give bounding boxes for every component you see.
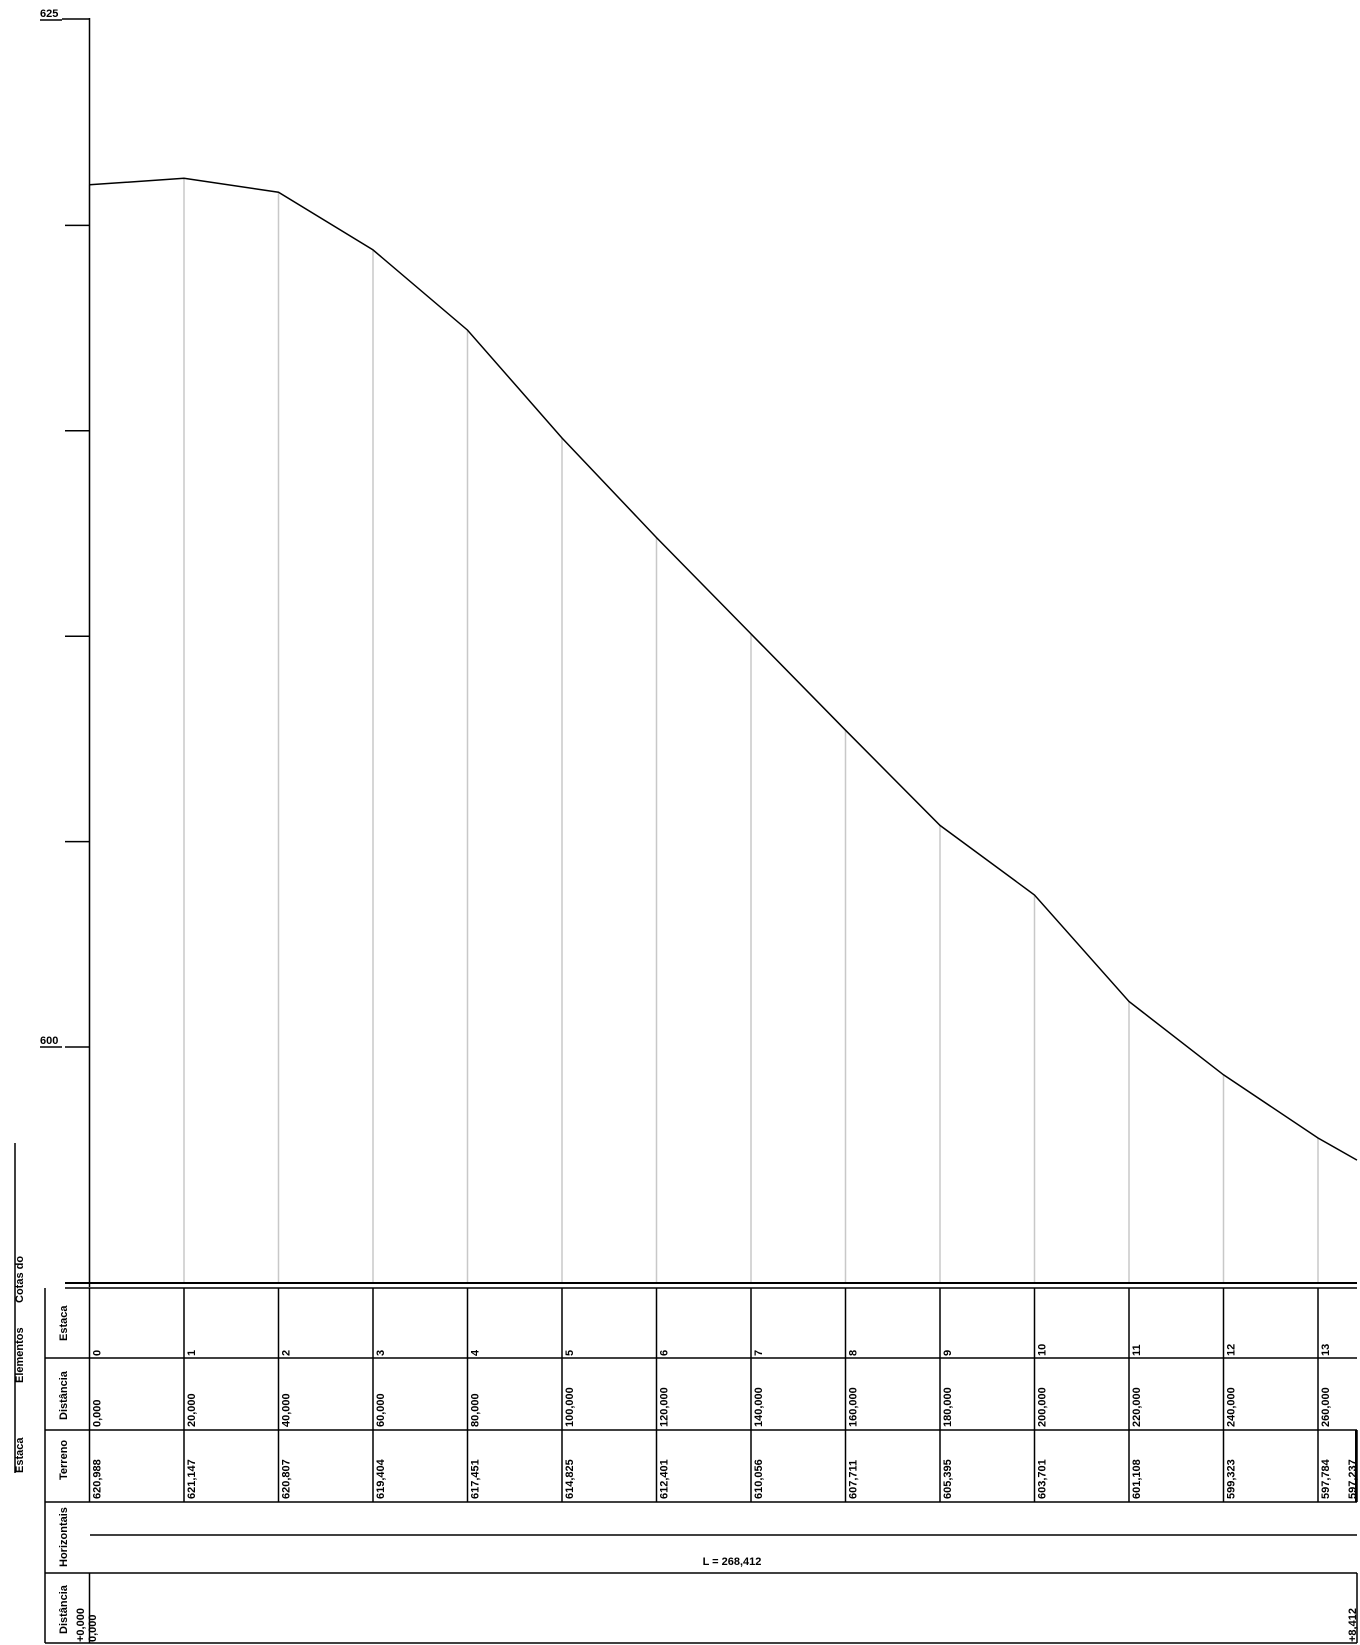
station-label: 9 — [942, 1350, 954, 1356]
station-label: 7 — [753, 1350, 765, 1356]
terrain-label: 614,825 — [564, 1459, 576, 1499]
row-header-terreno: Terreno — [58, 1440, 70, 1480]
station-label: 5 — [564, 1350, 576, 1356]
distance-label: 20,000 — [186, 1393, 198, 1427]
bottom-distance-end: +8,412 — [1347, 1608, 1359, 1642]
station-label: 1 — [186, 1350, 198, 1356]
terrain-profile-line — [89, 177, 1358, 1161]
station-label: 10 — [1037, 1344, 1049, 1356]
station-label: 12 — [1226, 1344, 1238, 1356]
distance-label: 240,000 — [1226, 1387, 1238, 1427]
terrain-label: 620,988 — [92, 1459, 104, 1499]
distance-label: 220,000 — [1131, 1387, 1143, 1427]
terrain-label: 603,701 — [1037, 1459, 1049, 1499]
terrain-label: 610,056 — [753, 1459, 765, 1499]
bottom-distance-start-bottom: 0,000 — [87, 1614, 99, 1642]
terrain-label: 617,451 — [470, 1459, 482, 1499]
station-labels: 0 1 2 3 4 5 6 7 8 9 10 11 12 13 — [92, 1344, 1333, 1356]
station-label: 11 — [1131, 1344, 1143, 1356]
terrain-label: 605,395 — [942, 1459, 954, 1499]
distance-label: 160,000 — [848, 1387, 860, 1427]
row-header-estaca: Estaca — [58, 1305, 70, 1341]
station-label: 4 — [470, 1349, 482, 1356]
table-frame — [14, 18, 1358, 1644]
terrain-label: 597,784 — [1320, 1458, 1332, 1499]
terrain-label: 612,401 — [659, 1459, 671, 1499]
distance-labels: 0,000 20,000 40,000 60,000 80,000 100,000 120,… — [92, 1387, 1333, 1427]
distance-label: 80,000 — [470, 1393, 482, 1427]
horizontal-length-label: L = 268,412 — [703, 1556, 762, 1568]
station-label: 0 — [92, 1350, 104, 1356]
station-label: 6 — [659, 1350, 671, 1356]
distance-label: 140,000 — [753, 1387, 765, 1427]
y-label-bottom: 600 — [40, 1035, 58, 1047]
station-gridlines — [88, 178, 1357, 1643]
terrain-label: 601,108 — [1131, 1459, 1143, 1499]
terrain-label: 607,711 — [848, 1460, 860, 1499]
row-header-distancia-2: Distância — [58, 1584, 70, 1634]
distance-label: 120,000 — [659, 1387, 671, 1427]
distance-label: 100,000 — [564, 1387, 576, 1427]
legend-elementos: Elementos — [14, 1327, 26, 1383]
distance-label: 260,000 — [1320, 1387, 1332, 1427]
terrain-label: 619,404 — [375, 1458, 387, 1499]
row-header-horizontais: Horizontais — [58, 1507, 70, 1567]
terrain-label: 599,323 — [1226, 1459, 1238, 1499]
bottom-distance-start-top: +0,000 — [75, 1608, 87, 1642]
terrain-labels: 620,988 621,147 620,807 619,404 617,451 614,8… — [92, 1458, 1360, 1499]
legend-cotas-do: Cotas do — [14, 1256, 26, 1303]
terrain-label: 597,237 — [1347, 1459, 1359, 1499]
terrain-label: 621,147 — [186, 1459, 198, 1499]
distance-label: 0,000 — [92, 1399, 104, 1427]
station-label: 13 — [1320, 1344, 1332, 1356]
terrain-label: 620,807 — [281, 1459, 293, 1499]
distance-label: 180,000 — [942, 1387, 954, 1427]
station-label: 2 — [281, 1350, 293, 1356]
row-header-distancia: Distância — [58, 1370, 70, 1420]
y-label-top: 625 — [40, 8, 58, 20]
distance-label: 60,000 — [375, 1393, 387, 1427]
station-label: 3 — [375, 1350, 387, 1356]
distance-label: 40,000 — [281, 1393, 293, 1427]
distance-label: 200,000 — [1037, 1387, 1049, 1427]
station-label: 8 — [848, 1350, 860, 1356]
legend-estaca: Estaca — [14, 1437, 26, 1473]
